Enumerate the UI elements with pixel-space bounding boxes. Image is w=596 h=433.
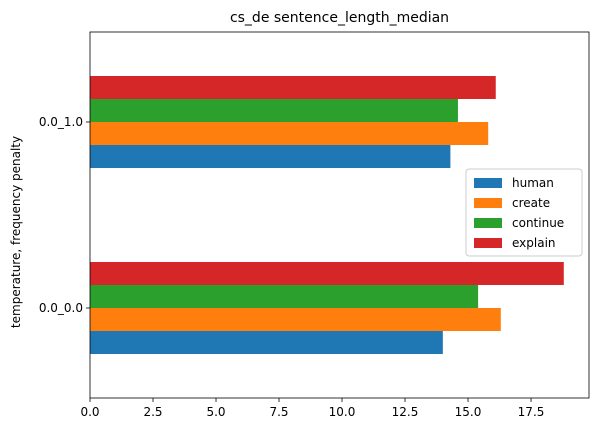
y-tick-label: 0.0_1.0 [39, 115, 83, 129]
legend-label-explain: explain [512, 236, 556, 250]
bar-explain-0.0_0.0 [90, 262, 564, 285]
x-tick-label: 12.5 [392, 405, 419, 419]
legend-label-continue: continue [512, 216, 564, 230]
legend: human create continue explain [465, 168, 583, 257]
plot-frame [89, 31, 590, 399]
legend-label-human: human [512, 176, 554, 190]
bar-create-0.0_0.0 [90, 308, 501, 331]
x-tick-label: 17.5 [518, 405, 545, 419]
bar-create-0.0_1.0 [90, 122, 489, 145]
axes-layer: 0.0 2.5 5.0 7.5 10.0 12.5 15.0 17.5 0.0_0.0 0.0_1… [39, 31, 590, 419]
legend-label-create: create [512, 196, 550, 210]
bar-continue-0.0_0.0 [90, 285, 479, 308]
y-tick-label: 0.0_0.0 [39, 301, 83, 315]
bar-human-0.0_1.0 [90, 145, 451, 168]
x-tick-label: 0.0 [80, 405, 99, 419]
y-axis-label: temperature, frequency penalty [9, 136, 23, 328]
bars-layer [90, 76, 564, 354]
legend-swatch-explain [474, 238, 502, 248]
x-tick-label: 10.0 [329, 405, 356, 419]
chart-title: cs_de sentence_length_median [230, 10, 449, 26]
bar-human-0.0_0.0 [90, 331, 443, 354]
x-tick-label: 15.0 [455, 405, 482, 419]
legend-swatch-continue [474, 218, 502, 228]
x-tick-label: 7.5 [269, 405, 288, 419]
x-tick-label: 2.5 [143, 405, 162, 419]
legend-swatch-human [474, 178, 502, 188]
x-tick-label: 5.0 [206, 405, 225, 419]
legend-swatch-create [474, 198, 502, 208]
bar-explain-0.0_1.0 [90, 76, 496, 99]
legend-box [465, 168, 583, 257]
bar-continue-0.0_1.0 [90, 99, 458, 122]
